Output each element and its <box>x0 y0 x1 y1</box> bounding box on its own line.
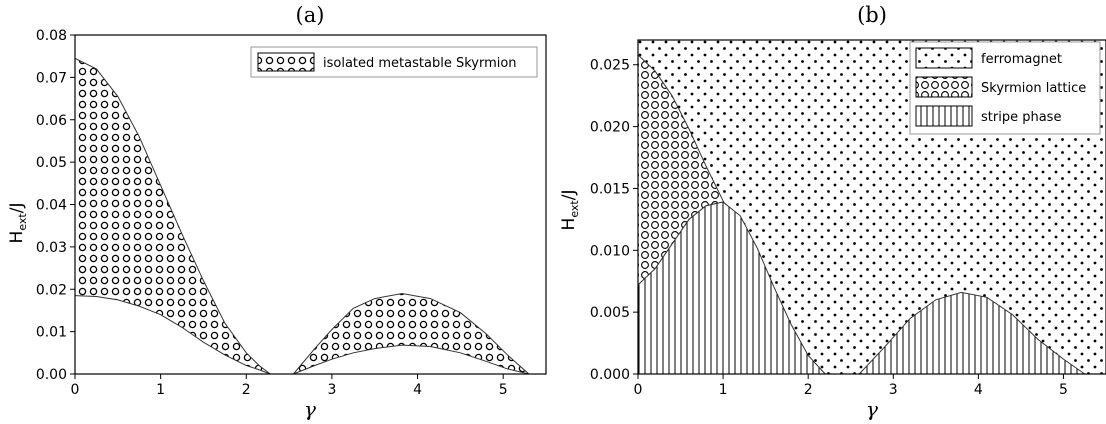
area-skyrmion-lattice-upper-boundary <box>637 54 733 216</box>
area-isolated-metastable-skyrmion-1 <box>75 58 271 375</box>
x-tick-label: 1 <box>719 382 728 398</box>
panel-a-y-ticks: 0.00 0.01 0.02 0.03 0.04 0.05 0.06 0.07 0.08 <box>36 28 75 383</box>
y-tick-label: 0.025 <box>590 58 630 74</box>
panel-a-title: (a) <box>296 3 325 27</box>
y-tick-label: 0.03 <box>36 240 67 256</box>
panel-b-y-axis-label: Hext/J <box>559 190 581 231</box>
y-tick-label: 0.07 <box>36 70 67 86</box>
legend-label-ferromagnet: ferromagnet <box>981 52 1062 67</box>
x-tick-label: 2 <box>242 382 251 398</box>
x-tick-label: 3 <box>889 382 898 398</box>
panel-a-x-axis-label: γ <box>304 397 316 421</box>
y-tick-label: 0.02 <box>36 282 67 298</box>
x-tick-label: 1 <box>156 382 165 398</box>
area-isolated-metastable-skyrmion-2 <box>293 293 529 374</box>
x-tick-label: 0 <box>634 382 643 398</box>
panel-b-x-ticks: 0 1 2 3 4 5 <box>634 374 1068 398</box>
y-tick-label: 0.06 <box>36 113 67 129</box>
area-isolated-metastable-skyrmion-1-lower-boundary <box>74 295 271 375</box>
panel-b-legend: ferromagnet Skyrmion lattice stripe phas… <box>909 41 1101 135</box>
x-tick-label: 4 <box>974 382 983 398</box>
x-tick-label: 5 <box>499 382 508 398</box>
panel-a-areas <box>74 57 530 375</box>
y-tick-label: 0.015 <box>590 181 630 197</box>
y-tick-label: 0.05 <box>36 155 67 171</box>
area-isolated-metastable-skyrmion-1-upper-boundary <box>74 57 271 375</box>
panel-b: (b) 0 1 2 3 4 5 0.000 0.005 0.010 0.015 0.020 0.02… <box>559 3 1106 421</box>
panel-b-areas <box>637 40 1106 375</box>
y-tick-label: 0.04 <box>36 198 67 214</box>
panel-a-legend: isolated metastable Skyrmion <box>250 46 538 78</box>
x-tick-label: 0 <box>71 382 80 398</box>
legend-swatch-stripe-phase <box>915 105 973 127</box>
legend-swatch-skyrmion-lattice <box>915 76 973 98</box>
y-tick-label: 0.010 <box>590 243 630 259</box>
legend-label-stripe-phase: stripe phase <box>981 110 1061 125</box>
legend-swatch-isolated-metastable-skyrmion <box>257 52 315 72</box>
area-stripe-phase-1-upper-boundary <box>637 201 826 375</box>
area-isolated-metastable-skyrmion-2-upper-boundary <box>292 292 530 375</box>
area-isolated-metastable-skyrmion-2-lower-boundary <box>293 344 529 375</box>
y-tick-label: 0.020 <box>590 120 630 136</box>
area-skyrmion-lattice <box>638 54 732 285</box>
panel-b-frame <box>637 39 1106 375</box>
area-stripe-phase-2-upper-boundary <box>858 291 1086 375</box>
legend-swatch-ferromagnet <box>915 47 973 69</box>
panel-b-y-ticks: 0.000 0.005 0.010 0.015 0.020 0.025 <box>590 58 638 383</box>
area-stripe-phase-1 <box>638 202 826 374</box>
y-tick-label: 0.000 <box>590 367 630 383</box>
legend-label-isolated-metastable-skyrmion: isolated metastable Skyrmion <box>323 56 517 71</box>
x-tick-label: 4 <box>413 382 422 398</box>
panel-a-y-axis-label: Hext/J <box>7 203 29 244</box>
legend-label-skyrmion-lattice: Skyrmion lattice <box>981 81 1086 96</box>
y-tick-label: 0.08 <box>36 28 67 44</box>
panel-b-title: (b) <box>857 3 887 27</box>
y-tick-label: 0.01 <box>36 325 67 341</box>
area-stripe-phase-2 <box>859 292 1085 374</box>
panel-a-x-ticks: 0 1 2 3 4 5 <box>71 374 508 398</box>
x-tick-label: 3 <box>327 382 336 398</box>
y-tick-label: 0.005 <box>590 305 630 321</box>
x-tick-label: 2 <box>804 382 813 398</box>
panel-b-x-axis-label: γ <box>866 397 878 421</box>
x-tick-label: 5 <box>1059 382 1068 398</box>
y-tick-label: 0.00 <box>36 367 67 383</box>
